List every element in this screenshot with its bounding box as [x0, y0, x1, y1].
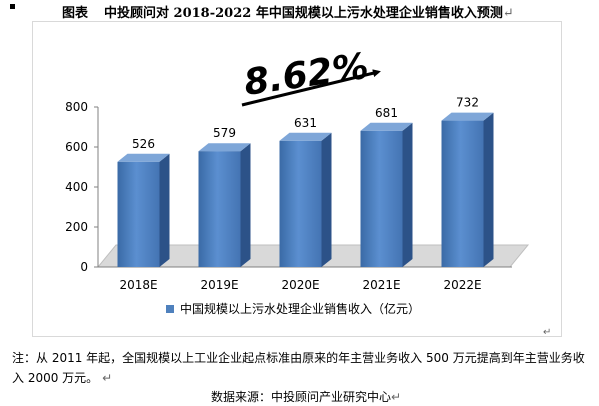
data-label: 526	[132, 137, 155, 151]
data-source-text: 数据来源：中投顾问产业研究中心	[211, 390, 392, 404]
bar-top	[441, 112, 494, 121]
bar-side	[402, 122, 413, 267]
chart-legend: 中国规模以上污水处理企业销售收入（亿元）	[166, 300, 420, 317]
chart-frame	[32, 21, 562, 337]
list-bullet	[10, 4, 15, 9]
chart-end-mark: ↵	[543, 327, 552, 338]
y-tick-label: 600	[65, 140, 88, 154]
footnote-mark: ↵	[102, 371, 113, 385]
data-source: 数据来源：中投顾问产业研究中心↵	[211, 388, 401, 405]
x-tick-label: 2019E	[200, 278, 238, 292]
bar-top	[198, 143, 251, 152]
paragraph-mark: ↵	[502, 6, 514, 21]
y-tick-label: 800	[65, 100, 88, 114]
data-source-mark: ↵	[391, 390, 402, 404]
growth-arrow	[241, 69, 381, 107]
bar-side	[240, 143, 251, 267]
legend-label: 中国规模以上污水处理企业销售收入（亿元）	[180, 302, 421, 316]
data-label: 732	[456, 96, 479, 110]
bar-side	[321, 132, 332, 267]
bar-top	[279, 132, 332, 141]
x-tick-label: 2018E	[119, 278, 157, 292]
bar-side	[159, 153, 170, 267]
y-tick-label: 400	[65, 180, 88, 194]
data-label: 631	[294, 116, 317, 130]
y-tick-label: 200	[65, 220, 88, 234]
bar	[198, 151, 241, 267]
footnote: 注：从 2011 年起，全国规模以上工业企业起点标准由原来的年主营业务收入 50…	[12, 348, 592, 388]
legend-swatch	[166, 304, 174, 313]
y-tick-label: 0	[80, 260, 88, 274]
bar-side	[483, 112, 494, 267]
data-label: 681	[375, 106, 398, 120]
chart-caption: 图表 中投顾问对 2018-2022 年中国规模以上污水处理企业销售收入预测↵	[62, 2, 514, 21]
bar	[441, 120, 484, 267]
x-tick-label: 2020E	[281, 278, 319, 292]
bar-top	[117, 153, 170, 162]
bar	[117, 161, 160, 267]
growth-rate-annotation: 8.62%	[242, 46, 371, 104]
caption-label: 图表	[62, 6, 89, 21]
bar-top	[360, 122, 413, 131]
caption-title: 中投顾问对 2018-2022 年中国规模以上污水处理企业销售收入预测	[104, 6, 503, 21]
bar	[360, 130, 403, 267]
x-tick-label: 2021E	[362, 278, 400, 292]
x-tick-label: 2022E	[443, 278, 481, 292]
bar	[279, 140, 322, 267]
footnote-text: 注：从 2011 年起，全国规模以上工业企业起点标准由原来的年主营业务收入 50…	[12, 351, 585, 385]
data-label: 579	[213, 126, 236, 140]
